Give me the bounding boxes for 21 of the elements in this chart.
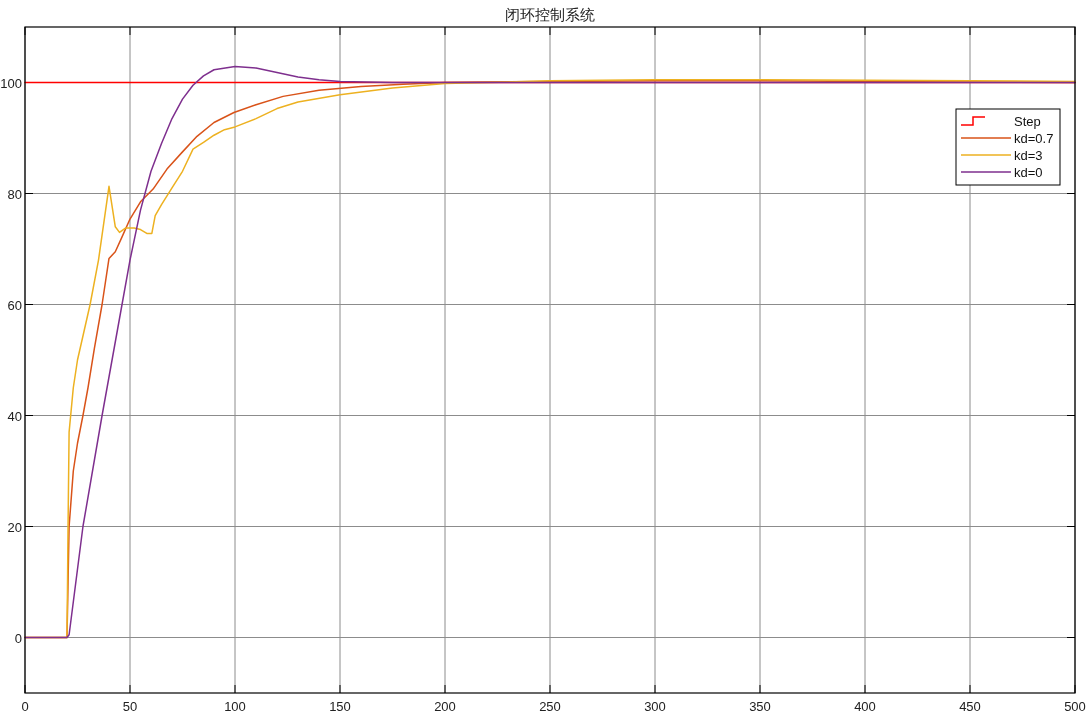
y-tick-label: 60 bbox=[7, 297, 22, 313]
x-tick-label: 450 bbox=[959, 699, 981, 714]
x-tick-label: 100 bbox=[224, 699, 246, 714]
x-tick-label: 300 bbox=[644, 699, 666, 714]
y-tick-label: 80 bbox=[7, 186, 22, 202]
x-tick-label: 150 bbox=[329, 699, 351, 714]
x-tick-label: 50 bbox=[122, 699, 138, 714]
y-tick-label: 100 bbox=[0, 75, 22, 91]
x-tick-label: 500 bbox=[1064, 699, 1086, 714]
y-tick-label: 40 bbox=[7, 408, 22, 424]
legend-label: kd=0 bbox=[1014, 165, 1043, 180]
legend-label: Step bbox=[1014, 114, 1041, 129]
legend-label: kd=0.7 bbox=[1014, 131, 1054, 146]
x-tick-label: 200 bbox=[434, 699, 456, 714]
y-tick-label: 0 bbox=[14, 630, 22, 646]
chart-title: 闭环控制系统 bbox=[505, 6, 595, 23]
x-tick-label: 250 bbox=[539, 699, 561, 714]
x-tick-label: 350 bbox=[749, 699, 771, 714]
x-tick-label: 400 bbox=[854, 699, 876, 714]
y-tick-label: 20 bbox=[7, 519, 22, 535]
legend-label: kd=3 bbox=[1014, 148, 1043, 163]
